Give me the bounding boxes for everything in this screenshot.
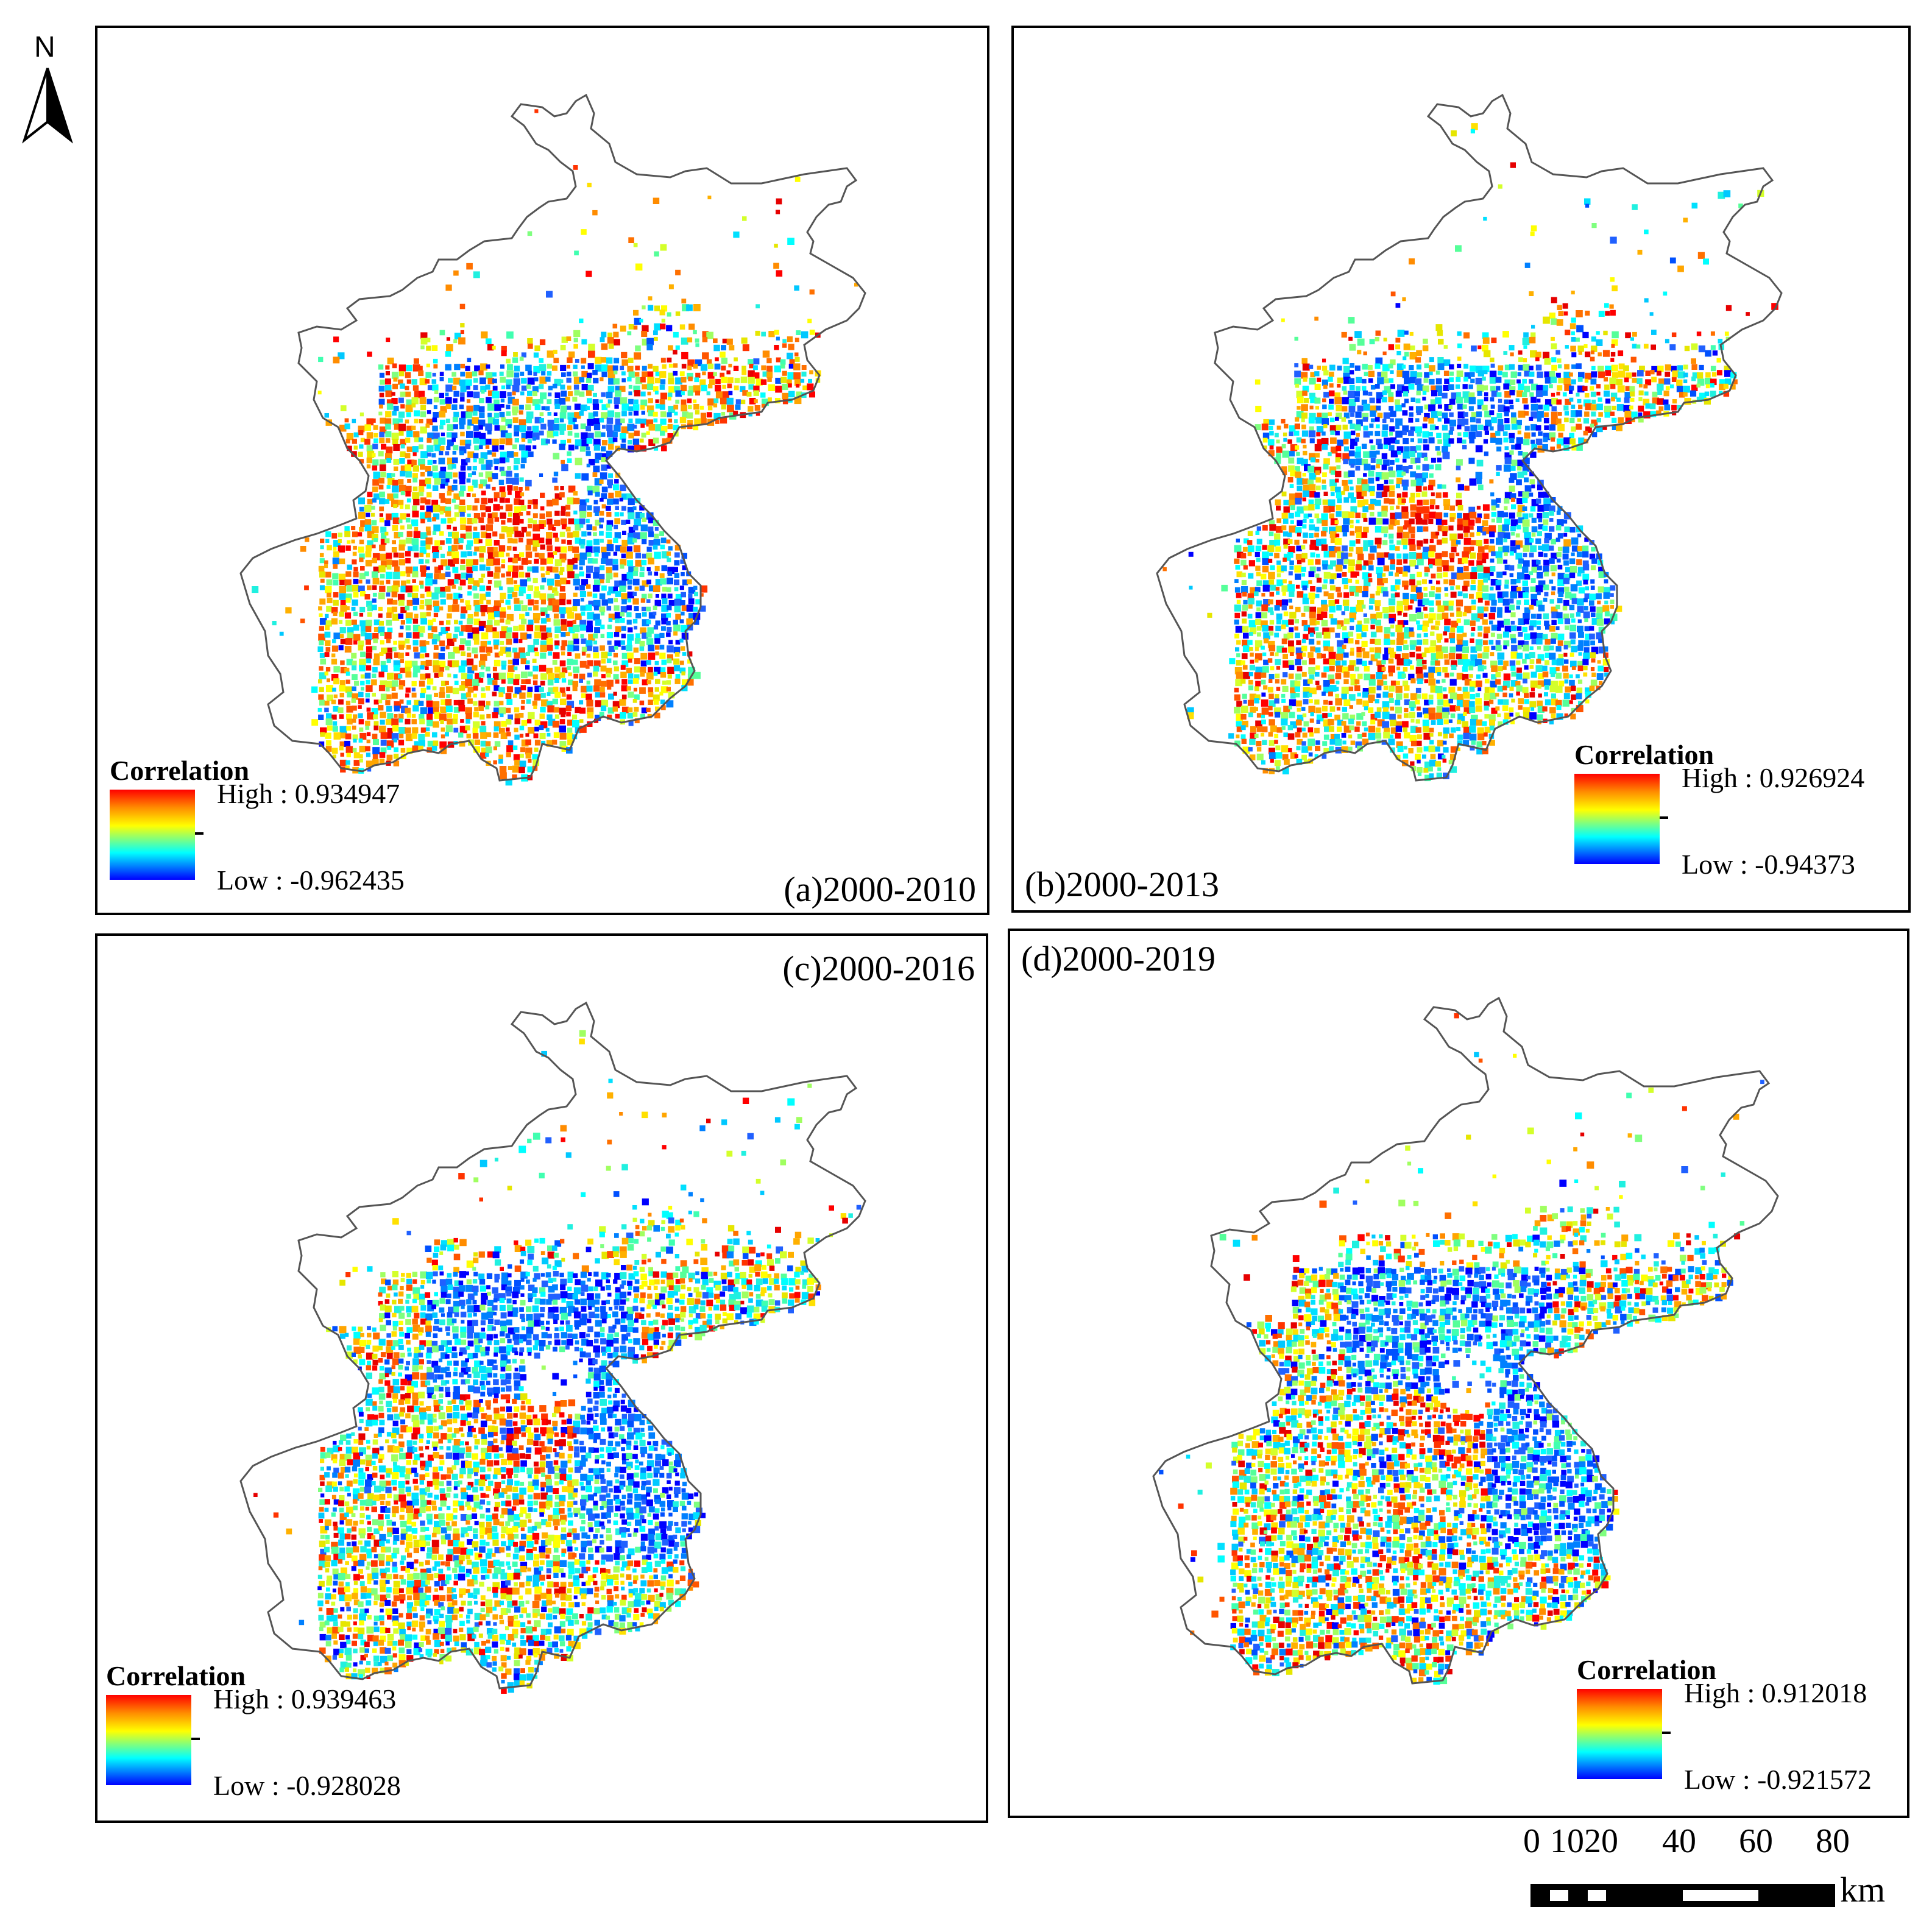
color-ramp <box>110 790 195 880</box>
scale-label-10: 10 <box>1550 1822 1584 1860</box>
map-d-canvas <box>1152 996 1779 1685</box>
scale-label-80: 80 <box>1816 1822 1850 1860</box>
scale-bar-graphic <box>1530 1884 1835 1907</box>
panel-label: (a)2000-2010 <box>784 869 976 909</box>
legend-low: Low : -0.962435 <box>217 865 405 896</box>
map-b-canvas <box>1156 93 1783 782</box>
north-arrow-icon <box>22 68 73 144</box>
legend-title: Correlation <box>106 1660 246 1691</box>
ramp-tick <box>195 832 203 835</box>
color-ramp <box>106 1695 191 1785</box>
ramp-tick <box>1662 1732 1671 1734</box>
color-ramp <box>1577 1689 1662 1779</box>
panel-label: (d)2000-2019 <box>1021 939 1215 978</box>
beijing-boundary <box>239 1001 866 1690</box>
north-label: N <box>34 31 55 63</box>
map-panel-a: Correlation High : 0.934947 Low : -0.962… <box>95 26 989 915</box>
legend-high: High : 0.912018 <box>1684 1677 1867 1708</box>
beijing-boundary <box>239 93 866 782</box>
map-panel-b: Correlation High : 0.926924 Low : -0.943… <box>1011 26 1911 913</box>
color-ramp <box>1574 774 1660 864</box>
legend-title: Correlation <box>1577 1654 1717 1685</box>
legend-low: Low : -0.921572 <box>1684 1764 1872 1795</box>
legend-high: High : 0.926924 <box>1682 762 1865 793</box>
scale-label-0: 0 <box>1523 1822 1540 1860</box>
ramp-tick <box>1660 816 1668 819</box>
correlation-raster <box>239 1001 866 1694</box>
ramp-tick <box>191 1738 200 1740</box>
correlation-raster <box>1156 93 1783 782</box>
scale-label-60: 60 <box>1739 1822 1773 1860</box>
map-a-canvas <box>239 93 866 786</box>
map-c-canvas <box>239 1001 866 1694</box>
scale-label-40: 40 <box>1662 1822 1696 1860</box>
north-arrow: N <box>18 30 79 152</box>
panel-label: (b)2000-2013 <box>1025 865 1219 904</box>
legend-low: Low : -0.928028 <box>213 1770 401 1801</box>
beijing-boundary <box>1156 93 1783 782</box>
correlation-raster <box>1152 996 1779 1685</box>
legend-low: Low : -0.94373 <box>1682 849 1855 880</box>
beijing-boundary <box>1152 996 1779 1685</box>
panel-label: (c)2000-2016 <box>782 949 975 988</box>
legend-title: Correlation <box>110 755 250 786</box>
legend-high: High : 0.934947 <box>217 778 400 809</box>
legend-title: Correlation <box>1574 739 1714 770</box>
map-panel-d: Correlation High : 0.912018 Low : -0.921… <box>1008 929 1909 1818</box>
correlation-raster <box>239 93 866 786</box>
scale-label-20: 20 <box>1584 1822 1618 1860</box>
legend-high: High : 0.939463 <box>213 1683 397 1714</box>
scale-unit: km <box>1840 1870 1886 1909</box>
map-panel-c: Correlation High : 0.939463 Low : -0.928… <box>95 933 988 1823</box>
